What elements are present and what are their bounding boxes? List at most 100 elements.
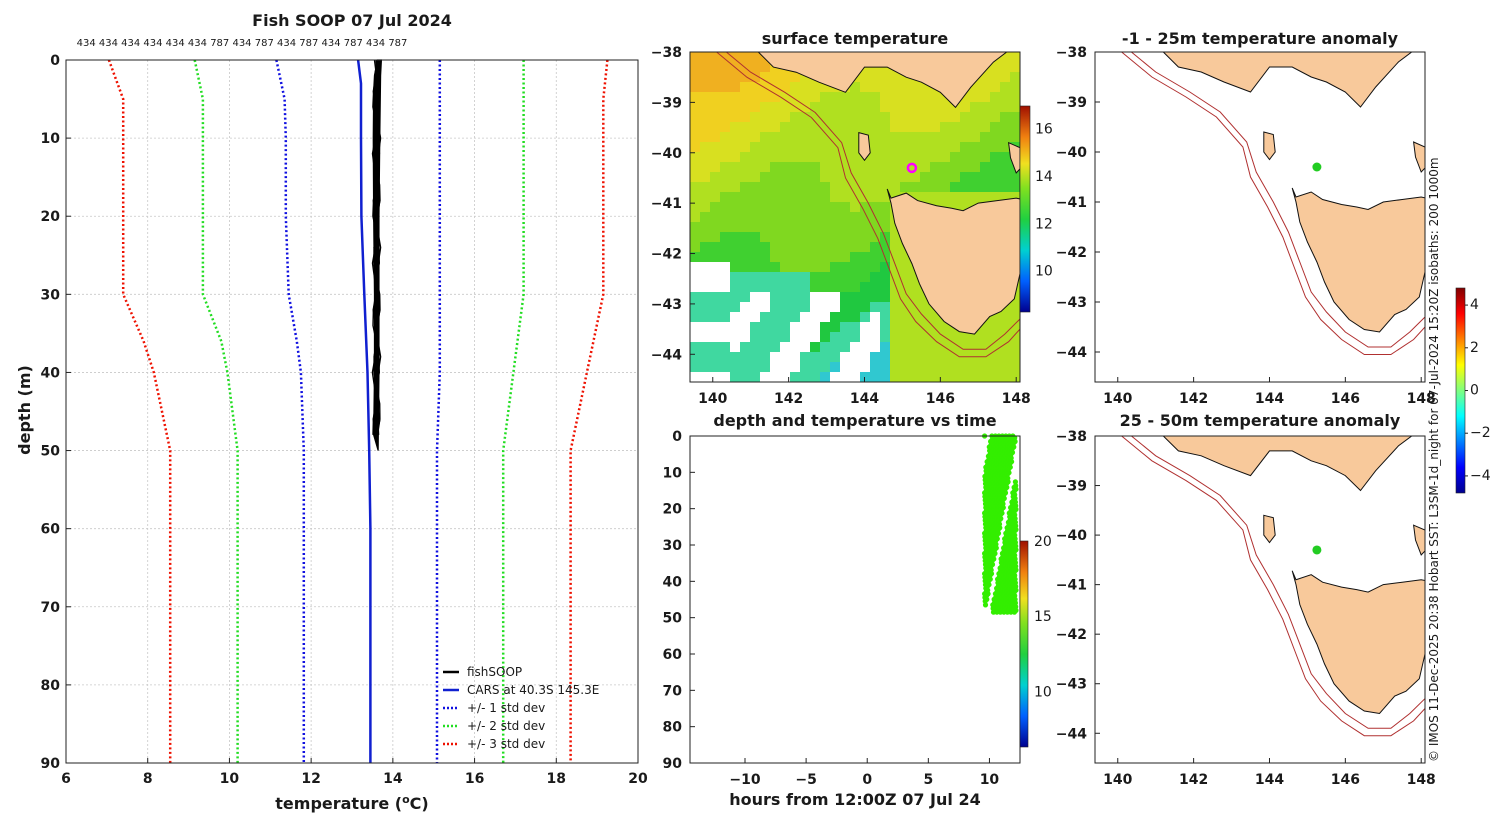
sst-cell [880, 302, 890, 312]
sst-cell [990, 142, 1000, 152]
sst-cell [790, 82, 800, 92]
sst-cell [940, 122, 950, 132]
x-tick-label: 10 [220, 771, 240, 787]
sst-cell [730, 122, 740, 132]
anomaly1-location-marker [1312, 162, 1322, 172]
sst-cell [860, 372, 870, 382]
sst-cell [820, 262, 830, 272]
sst-cell [780, 322, 790, 332]
sst-cell [860, 262, 870, 272]
y-tick-label: 50 [663, 611, 683, 627]
sst-cell [850, 132, 860, 142]
sst-cell [980, 152, 990, 162]
sst-cell [930, 152, 940, 162]
sst-cell [960, 172, 970, 182]
sst-cell [770, 272, 780, 282]
sst-cell [990, 372, 1000, 382]
sst-cell [770, 142, 780, 152]
fishsoop-trace [375, 59, 382, 436]
time-axes-frame [689, 435, 1021, 764]
sst-cell [770, 162, 780, 172]
sst-cell [890, 92, 900, 102]
sst-cell [730, 202, 740, 212]
sst-cell [880, 362, 890, 372]
sst-cell [750, 132, 760, 142]
sst-cell [870, 262, 880, 272]
sst-cell [690, 212, 700, 222]
sst-cell [750, 112, 760, 122]
sst-cell [880, 122, 890, 132]
time-point [1003, 530, 1009, 536]
sst-cell [770, 262, 780, 272]
sst-cell [920, 332, 930, 342]
time-point [998, 556, 1004, 562]
sst-cell [810, 232, 820, 242]
sst-cell [870, 232, 880, 242]
sst-cell [920, 352, 930, 362]
profile-x-ticks: 6 8 10 12 14 16 18 20 [61, 758, 648, 787]
sst-cell [820, 212, 830, 222]
sst-cell [740, 82, 750, 92]
sst-cell [790, 302, 800, 312]
sst-cell [990, 332, 1000, 342]
y-tick-label: −41 [651, 196, 682, 212]
sst-cell [840, 302, 850, 312]
sst-cell [840, 332, 850, 342]
sst-cell [970, 152, 980, 162]
sst-cell [840, 282, 850, 292]
y-tick-label: −40 [1056, 145, 1087, 161]
y-tick-label: 30 [41, 287, 61, 303]
sst-cell [850, 242, 860, 252]
sst-cell [740, 292, 750, 302]
sst-cell [750, 192, 760, 202]
legend-label: CARS at 40.3S 145.3E [467, 683, 599, 697]
sst-cell [830, 102, 840, 112]
sst-cell [790, 292, 800, 302]
sst-cell [800, 192, 810, 202]
sst-cell [820, 132, 830, 142]
sst-cell [730, 242, 740, 252]
sst-cell [990, 132, 1000, 142]
sst-cell [700, 312, 710, 322]
time-point [982, 550, 988, 557]
sst-cell [770, 222, 780, 232]
sst-cell [700, 162, 710, 172]
sst-cell [800, 292, 810, 302]
y-tick-label: 60 [41, 522, 61, 538]
sst-cell [720, 72, 730, 82]
sst-cell [840, 342, 850, 352]
sst-cell [880, 72, 890, 82]
sst-cell [700, 82, 710, 92]
sst-cell [690, 202, 700, 212]
time-point [982, 578, 988, 584]
sst-cell [760, 272, 770, 282]
sst-cell [740, 342, 750, 352]
sst-cell [900, 252, 910, 262]
sst-cell [880, 192, 890, 202]
time-point [983, 464, 989, 470]
sst-cell [790, 262, 800, 272]
sst-cell [700, 182, 710, 192]
sst-cell [820, 82, 830, 92]
sst-cell [830, 272, 840, 282]
sst-cell [1010, 332, 1020, 342]
sst-cell [960, 162, 970, 172]
sst-cell [1000, 122, 1010, 132]
sst-cell [740, 152, 750, 162]
victoria-coast [1162, 52, 1425, 108]
sst-cell [860, 302, 870, 312]
sst-cell [920, 142, 930, 152]
time-point [1002, 536, 1008, 542]
sst-cell [740, 92, 750, 102]
sst-cell [720, 112, 730, 122]
sst-cell [810, 182, 820, 192]
sst-cell [780, 172, 790, 182]
sst-cell [830, 362, 840, 372]
sst-colorbar [1019, 105, 1031, 313]
sst-cell [870, 172, 880, 182]
sst-cell [760, 222, 770, 232]
sst-cell [920, 152, 930, 162]
sst-cell [960, 202, 970, 212]
sst-cell [700, 92, 710, 102]
sst-cell [710, 242, 720, 252]
